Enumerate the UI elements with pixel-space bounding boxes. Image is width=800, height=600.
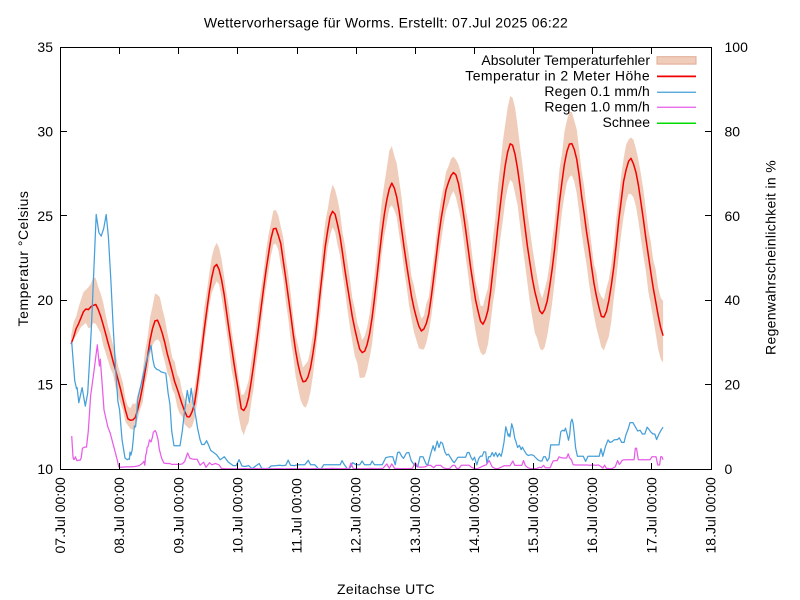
svg-text:10.Jul 00:00: 10.Jul 00:00	[229, 477, 245, 553]
svg-text:0: 0	[725, 461, 733, 477]
svg-text:11.Jul 00:00: 11.Jul 00:00	[289, 478, 305, 553]
svg-text:Regen 0.1 mm/h: Regen 0.1 mm/h	[544, 83, 650, 99]
svg-text:60: 60	[725, 208, 741, 224]
svg-text:08.Jul 00:00: 08.Jul 00:00	[111, 477, 127, 553]
svg-text:Regen 1.0 mm/h: Regen 1.0 mm/h	[544, 99, 650, 115]
svg-text:18.Jul 00:00: 18.Jul 00:00	[703, 477, 719, 553]
svg-text:Wettervorhersage für Worms. Er: Wettervorhersage für Worms. Erstellt: 07…	[204, 15, 568, 31]
svg-text:20: 20	[725, 377, 741, 393]
svg-text:13.Jul 00:00: 13.Jul 00:00	[407, 477, 423, 553]
svg-text:Schnee: Schnee	[603, 114, 651, 130]
svg-text:40: 40	[725, 292, 741, 308]
svg-text:15.Jul 00:00: 15.Jul 00:00	[525, 477, 541, 553]
svg-text:Regenwahrscheinlichkeit in %: Regenwahrscheinlichkeit in %	[763, 160, 779, 355]
svg-text:Temperatur °Celsius: Temperatur °Celsius	[15, 191, 31, 327]
svg-text:15: 15	[37, 377, 53, 393]
svg-text:Absoluter Temperaturfehler: Absoluter Temperaturfehler	[481, 52, 650, 68]
svg-text:20: 20	[37, 292, 53, 308]
svg-text:14.Jul 00:00: 14.Jul 00:00	[466, 477, 482, 553]
svg-text:35: 35	[37, 39, 53, 55]
svg-text:16.Jul 00:00: 16.Jul 00:00	[584, 477, 600, 553]
svg-text:100: 100	[725, 39, 749, 55]
svg-text:17.Jul 00:00: 17.Jul 00:00	[643, 477, 659, 553]
svg-text:25: 25	[37, 208, 53, 224]
svg-text:12.Jul 00:00: 12.Jul 00:00	[348, 477, 364, 553]
svg-text:30: 30	[37, 123, 53, 139]
svg-text:10: 10	[37, 461, 53, 477]
svg-text:Temperatur in 2 Meter Höhe: Temperatur in 2 Meter Höhe	[465, 68, 650, 84]
svg-text:80: 80	[725, 123, 741, 139]
svg-text:07.Jul 00:00: 07.Jul 00:00	[52, 477, 68, 553]
svg-text:Zeitachse UTC: Zeitachse UTC	[337, 581, 435, 597]
svg-text:09.Jul 00:00: 09.Jul 00:00	[170, 477, 186, 553]
